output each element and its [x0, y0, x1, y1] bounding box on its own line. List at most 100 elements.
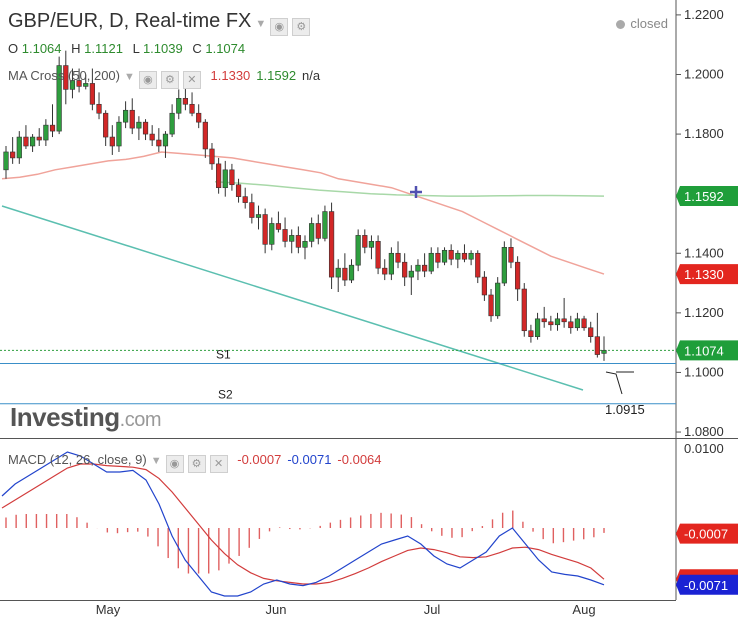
ma-fast-value: 1.1330	[210, 68, 251, 83]
candle	[475, 250, 481, 284]
candle-body	[348, 264, 355, 281]
candle-body	[441, 249, 448, 263]
candle	[568, 315, 574, 334]
candle-body	[275, 223, 282, 230]
candle	[534, 312, 541, 340]
market-status: closed	[616, 16, 668, 31]
chart-title[interactable]: GBP/EUR, D, Real-time FX ▼ ◉ ⚙	[8, 10, 311, 36]
candle	[116, 116, 122, 152]
candle	[594, 312, 600, 358]
macd-legend[interactable]: MACD (12, 26, close, 9) ▼ ◉ ⚙ ✕ -0.0007 -0.00…	[8, 452, 382, 473]
candle-body	[302, 241, 308, 248]
price-tag-bg	[676, 340, 738, 361]
candle	[382, 259, 388, 281]
candle-body	[534, 318, 541, 337]
close-icon[interactable]: ✕	[209, 455, 228, 473]
candle	[388, 247, 394, 281]
eye-icon[interactable]: ◉	[138, 71, 157, 89]
gear-icon[interactable]: ⚙	[160, 71, 179, 89]
high-label: H	[71, 41, 81, 56]
candle	[235, 178, 242, 203]
candle-body	[49, 124, 56, 132]
candle	[348, 259, 355, 284]
candle-body	[355, 235, 361, 266]
candle	[129, 98, 135, 135]
candle-body	[269, 223, 275, 245]
candle-body	[528, 330, 534, 337]
candle	[216, 157, 222, 194]
time-tick-label: Aug	[572, 602, 595, 617]
time-tick-label: Jul	[424, 602, 441, 617]
candle	[528, 324, 534, 343]
candle-body	[554, 318, 561, 326]
candle	[242, 187, 248, 209]
candle-body	[262, 214, 268, 245]
macd-tag: -0.0007	[676, 523, 738, 544]
ohlc-readout: O 1.1064 H 1.1121 L 1.1039 C 1.1074	[8, 41, 251, 56]
candle	[415, 259, 421, 281]
chevron-down-icon[interactable]: ▼	[124, 71, 135, 83]
candle-body	[402, 261, 408, 278]
macd-tag-bg	[676, 574, 738, 595]
candle-body	[322, 211, 328, 239]
candle-body	[335, 267, 341, 278]
eye-icon[interactable]: ◉	[270, 18, 289, 36]
time-tick-label: May	[96, 602, 121, 617]
candle-body	[594, 336, 600, 355]
candle-body	[222, 169, 228, 189]
candle-body	[508, 247, 514, 263]
chevron-down-icon[interactable]: ▼	[150, 455, 162, 467]
candle	[56, 56, 62, 135]
candles-layer	[3, 50, 607, 361]
candle	[362, 229, 368, 254]
candle-body	[408, 270, 414, 278]
candle-body	[242, 196, 248, 203]
candle-body	[488, 294, 494, 317]
candle-body	[574, 318, 581, 329]
price-tick-label: 1.2200	[684, 7, 724, 22]
ma-cross-legend[interactable]: MA Cross (50, 200) ▼ ◉ ⚙ ✕ 1.1330 1.1592 n/a	[8, 68, 320, 89]
candle-body	[421, 264, 428, 272]
candle-body	[83, 83, 89, 87]
candle	[282, 217, 288, 248]
annotation-pointer	[605, 371, 623, 395]
gear-icon[interactable]: ⚙	[187, 455, 206, 473]
candle-body	[89, 83, 95, 105]
candle-body	[16, 136, 22, 159]
candle-body	[368, 241, 375, 248]
candle	[302, 235, 308, 260]
candle-body	[43, 124, 49, 141]
price-tick-label: 1.0800	[684, 424, 724, 439]
price-tag-bg	[676, 186, 738, 207]
candle-body	[428, 252, 434, 272]
macd-label: MACD (12, 26, close, 9)	[8, 452, 147, 467]
candle-body	[162, 133, 169, 147]
candle-body	[189, 103, 195, 114]
candle-body	[282, 229, 288, 242]
candle	[16, 131, 22, 164]
candle-body	[103, 112, 109, 138]
candle	[342, 253, 348, 287]
close-icon[interactable]: ✕	[182, 71, 201, 89]
chevron-down-icon[interactable]: ▼	[255, 18, 267, 30]
candle-body	[481, 276, 488, 296]
candle	[3, 146, 9, 179]
eye-icon[interactable]: ◉	[165, 455, 184, 473]
candle	[408, 265, 414, 295]
low-value: 1.1039	[142, 41, 183, 56]
candle-body	[69, 80, 76, 90]
high-value: 1.1121	[84, 41, 123, 56]
candle-body	[56, 65, 62, 132]
candle	[89, 68, 95, 111]
candle-body	[388, 252, 394, 275]
candle	[109, 125, 115, 155]
candle-body	[561, 318, 567, 323]
gear-icon[interactable]: ⚙	[292, 18, 311, 36]
candle	[63, 50, 69, 105]
candle	[43, 119, 49, 146]
status-dot-icon	[616, 20, 626, 29]
candle-body	[216, 163, 222, 189]
candle	[123, 101, 129, 129]
